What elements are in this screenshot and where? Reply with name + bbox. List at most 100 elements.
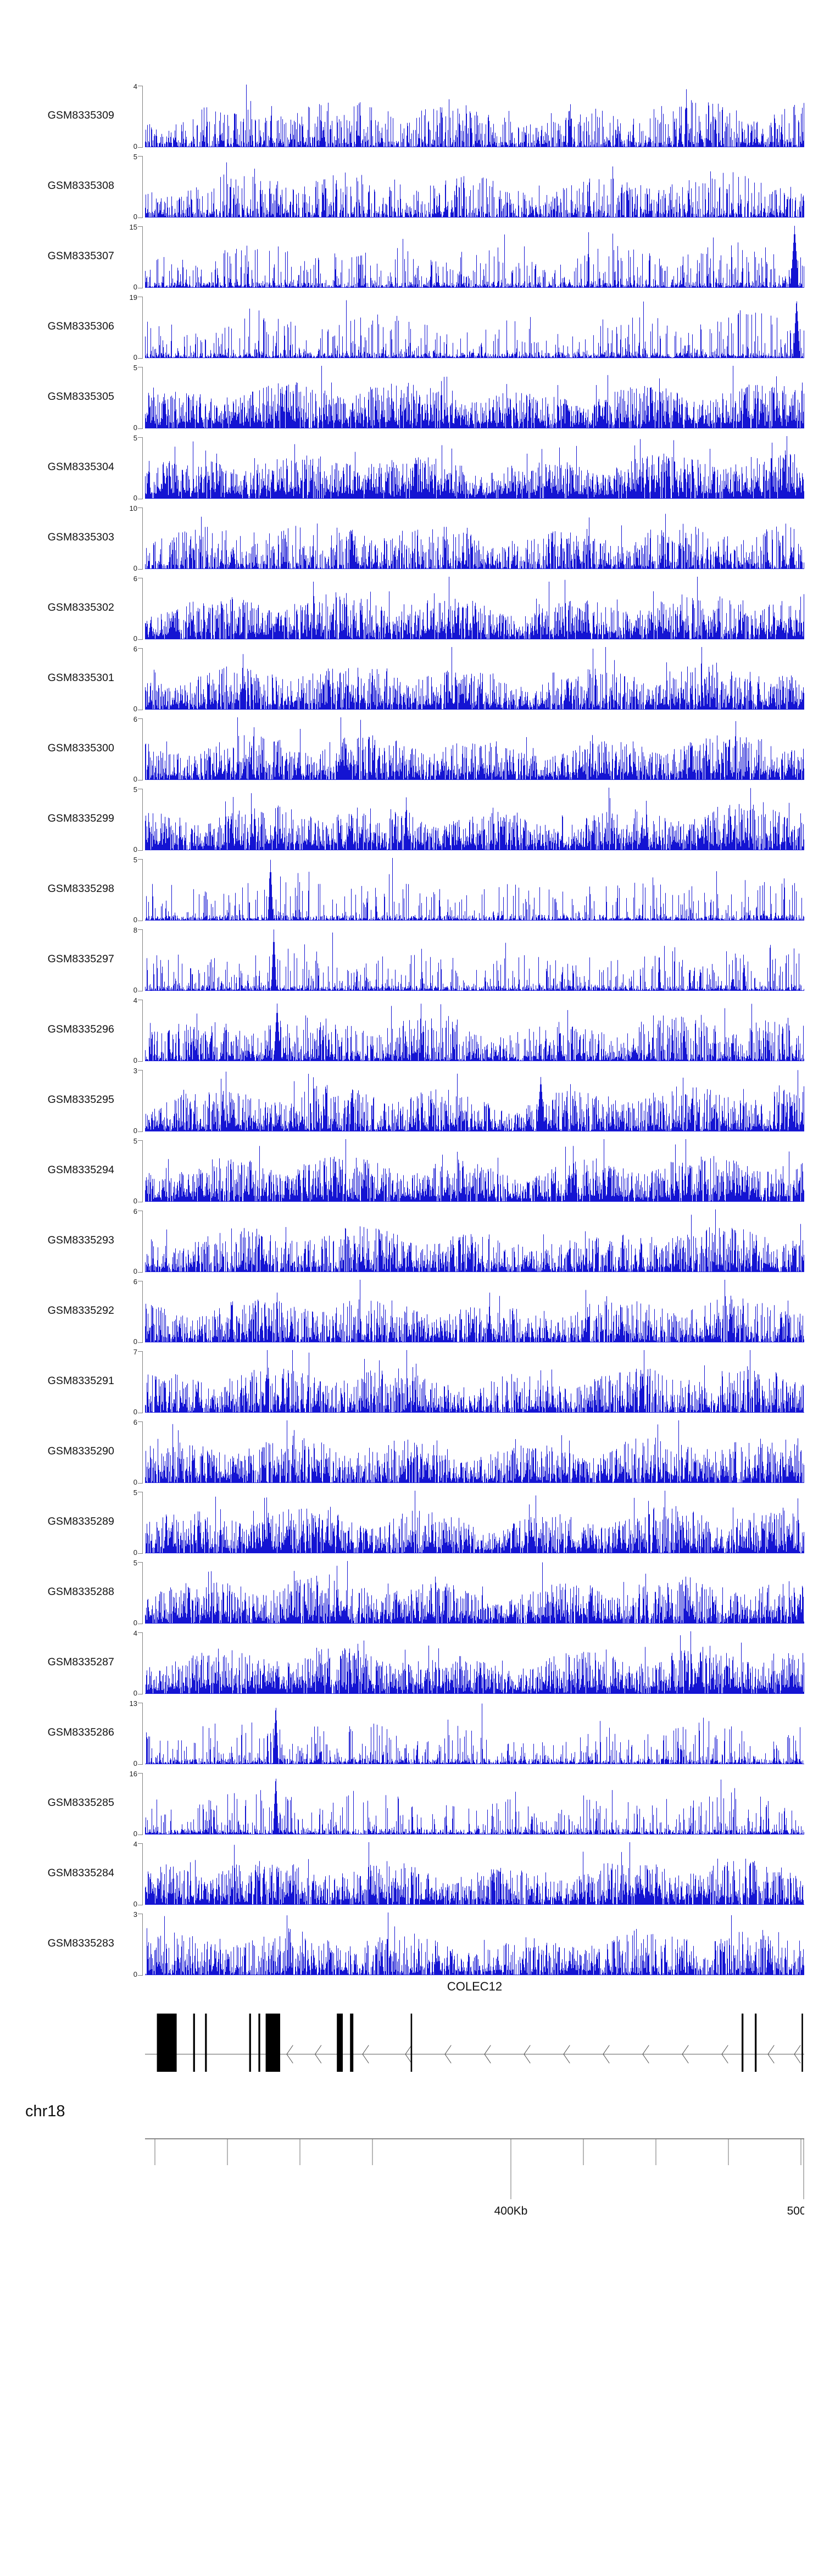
y-axis-max-label: 6 <box>133 1418 137 1426</box>
coverage-histogram <box>145 999 804 1061</box>
y-axis-spine <box>142 1211 143 1273</box>
coverage-plot-area <box>145 999 804 1061</box>
y-axis-min-label: 0 <box>133 1830 137 1838</box>
coverage-track: GSM8335283 3 0 <box>0 1908 824 1978</box>
y-axis-tick-bottom <box>138 1342 143 1343</box>
chromosome-label: chr18 <box>25 2103 65 2120</box>
y-axis-max-label: 15 <box>129 223 137 231</box>
coverage-histogram <box>145 717 804 780</box>
coverage-track: GSM8335285 16 0 <box>0 1767 824 1838</box>
coverage-plot-area <box>145 85 804 147</box>
y-axis-max-label: 8 <box>133 926 137 934</box>
y-axis-min-label: 0 <box>133 1478 137 1486</box>
y-axis-spine <box>142 1421 143 1484</box>
y-axis-max-label: 7 <box>133 1348 137 1356</box>
coverage-track: GSM8335293 6 0 <box>0 1205 824 1275</box>
coverage-histogram <box>145 858 804 921</box>
y-axis-tick-top <box>138 1773 143 1774</box>
coverage-baseline <box>145 498 804 499</box>
coverage-plot-area <box>145 577 804 639</box>
y-axis-spine <box>142 156 143 218</box>
y-axis-max-label: 5 <box>133 1559 137 1567</box>
coverage-histogram <box>145 366 804 428</box>
genome-axis-track: chr18 400Kb 500Kb <box>0 2088 824 2253</box>
track-sample-label: GSM8335289 <box>47 1515 114 1527</box>
coverage-baseline <box>145 779 804 780</box>
track-sample-label: GSM8335298 <box>47 882 114 895</box>
track-sample-label: GSM8335294 <box>47 1163 114 1176</box>
y-axis-max-label: 5 <box>133 785 137 794</box>
gene-model-track: COLEC12 <box>0 1978 824 2088</box>
y-axis-max-label: 13 <box>129 1699 137 1708</box>
y-axis-min-label: 0 <box>133 283 137 291</box>
coverage-plot-area <box>145 295 804 358</box>
coverage-baseline <box>145 217 804 218</box>
y-axis-tick-bottom <box>138 1975 143 1976</box>
track-y-axis: 19 0 <box>116 291 143 361</box>
track-sample-label: GSM8335288 <box>47 1585 114 1598</box>
coverage-histogram <box>145 1350 804 1413</box>
y-axis-min-label: 0 <box>133 1619 137 1627</box>
track-sample-label: GSM8335300 <box>47 741 114 754</box>
y-axis-max-label: 19 <box>129 293 137 302</box>
y-axis-min-label: 0 <box>133 423 137 432</box>
y-axis-tick-bottom <box>138 850 143 851</box>
y-axis-tick-top <box>138 156 143 157</box>
coverage-track: GSM8335309 4 0 <box>0 80 824 150</box>
y-axis-max-label: 5 <box>133 434 137 442</box>
coverage-track: GSM8335303 10 0 <box>0 502 824 572</box>
y-axis-tick-top <box>138 859 143 860</box>
y-axis-spine <box>142 297 143 359</box>
coverage-histogram <box>145 1420 804 1483</box>
y-axis-tick-bottom <box>138 1272 143 1273</box>
coverage-baseline <box>145 1904 804 1905</box>
coverage-histogram <box>145 1561 804 1624</box>
coverage-histogram <box>145 1631 804 1694</box>
gene-name-label: COLEC12 <box>447 1980 503 1993</box>
coverage-histogram <box>145 506 804 569</box>
coverage-plot-area <box>145 1420 804 1483</box>
coverage-track: GSM8335306 19 0 <box>0 291 824 361</box>
y-axis-spine <box>142 789 143 851</box>
coverage-histogram <box>145 1280 804 1342</box>
coverage-plot-area <box>145 436 804 499</box>
coverage-track: GSM8335286 13 0 <box>0 1697 824 1767</box>
coverage-plot-area <box>145 1491 804 1553</box>
y-axis-spine <box>142 437 143 499</box>
track-sample-label: GSM8335290 <box>47 1445 114 1457</box>
y-axis-min-label: 0 <box>133 353 137 361</box>
coverage-baseline <box>145 709 804 710</box>
y-axis-min-label: 0 <box>133 986 137 994</box>
y-axis-max-label: 6 <box>133 1278 137 1286</box>
y-axis-min-label: 0 <box>133 1900 137 1908</box>
coverage-plot-area <box>145 1350 804 1413</box>
y-axis-min-label: 0 <box>133 1197 137 1205</box>
gene-model-svg <box>145 2014 804 2072</box>
y-axis-spine <box>142 859 143 921</box>
track-sample-label: GSM8335306 <box>47 320 114 332</box>
y-axis-spine <box>142 648 143 710</box>
y-axis-min-label: 0 <box>133 705 137 713</box>
y-axis-tick-bottom <box>138 428 143 429</box>
y-axis-spine <box>142 929 143 991</box>
y-axis-spine <box>142 1492 143 1554</box>
coverage-histogram <box>145 647 804 710</box>
coverage-plot-area <box>145 1702 804 1764</box>
y-axis-tick-bottom <box>138 1553 143 1554</box>
coverage-baseline <box>145 568 804 569</box>
y-axis-max-label: 5 <box>133 1137 137 1145</box>
track-sample-label: GSM8335309 <box>47 109 114 121</box>
coverage-track: GSM8335297 8 0 <box>0 924 824 994</box>
y-axis-spine <box>142 367 143 429</box>
coverage-baseline <box>145 1412 804 1413</box>
coverage-histogram <box>145 1702 804 1764</box>
track-sample-label: GSM8335302 <box>47 601 114 614</box>
coverage-baseline <box>145 1201 804 1202</box>
y-axis-min-label: 0 <box>133 1759 137 1767</box>
